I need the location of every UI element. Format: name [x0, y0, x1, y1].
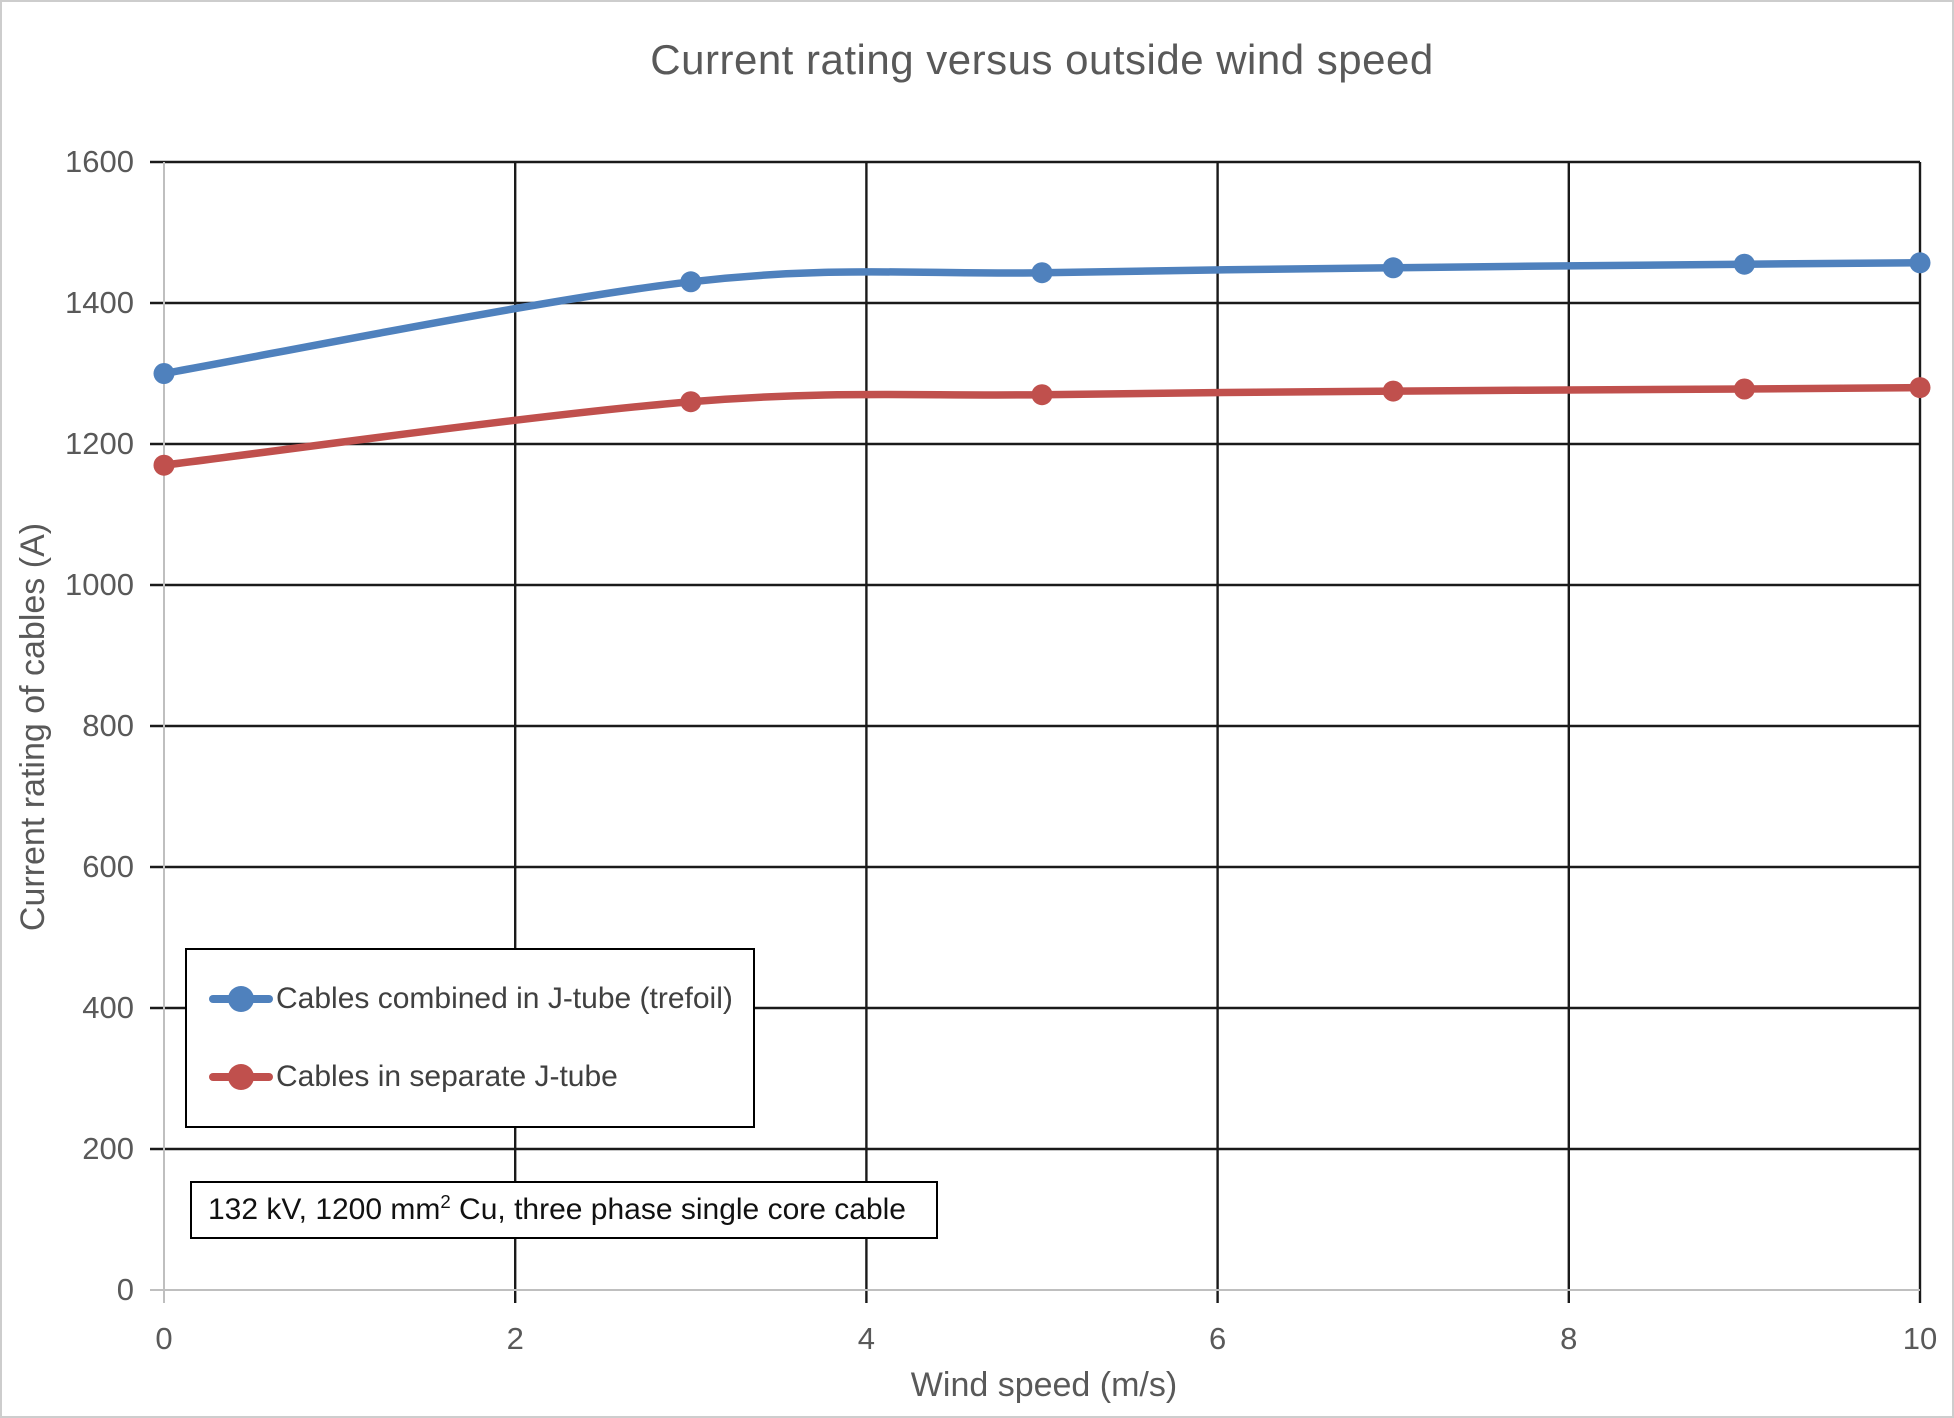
legend-item-separate: Cables in separate J-tube [209, 1060, 753, 1094]
series-1-marker [153, 454, 175, 476]
y-axis-tick-label: 600 [82, 849, 134, 884]
x-axis-tick-label: 2 [506, 1321, 524, 1356]
y-axis-tick-label: 0 [116, 1272, 134, 1307]
series-1-marker [680, 391, 702, 413]
legend: Cables combined in J-tube (trefoil) Cabl… [185, 948, 755, 1128]
x-axis-tick-label: 10 [1902, 1321, 1938, 1356]
legend-item-label: Cables in separate J-tube [276, 1060, 618, 1093]
x-axis-tick-label: 8 [1560, 1321, 1578, 1356]
series-0-marker [1031, 262, 1053, 284]
series-1-marker [1909, 377, 1931, 399]
chart-title: Current rating versus outside wind speed [650, 36, 1434, 83]
x-axis-tick-label: 0 [155, 1321, 173, 1356]
y-axis-tick-label: 1200 [65, 426, 134, 461]
x-axis-tick-label: 4 [857, 1321, 876, 1356]
y-axis-tick-label: 1400 [65, 285, 134, 320]
legend-swatch-red [209, 1064, 273, 1090]
annotation-box: 132 kV, 1200 mm2 Cu, three phase single … [190, 1181, 938, 1239]
x-axis-tick-label: 6 [1208, 1321, 1227, 1356]
legend-swatch-blue [209, 986, 273, 1012]
series-1-marker [1733, 378, 1755, 400]
series-0-marker [1733, 253, 1755, 275]
legend-marker-icon [228, 1064, 254, 1090]
legend-marker-icon [228, 986, 254, 1012]
y-axis-tick-label: 1600 [65, 144, 134, 179]
legend-item-label: Cables combined in J-tube (trefoil) [276, 982, 733, 1015]
y-axis-tick-label: 200 [82, 1131, 134, 1166]
series-0-marker [1382, 257, 1404, 279]
series-0-marker [153, 363, 175, 384]
legend-item-trefoil: Cables combined in J-tube (trefoil) [209, 982, 753, 1016]
y-axis-title: Current rating of cables (A) [14, 522, 52, 932]
annotation-text: 132 kV, 1200 mm2 Cu, three phase single … [208, 1191, 906, 1226]
y-axis-tick-label: 1000 [65, 567, 134, 602]
y-axis-tick-label: 800 [82, 708, 134, 743]
series-1-marker [1382, 380, 1404, 402]
x-axis-title: Wind speed (m/s) [910, 1366, 1178, 1404]
series-0-marker [680, 271, 702, 293]
y-axis-tick-label: 400 [82, 990, 134, 1025]
series-0-marker [1909, 252, 1931, 274]
series-1-marker [1031, 384, 1053, 406]
